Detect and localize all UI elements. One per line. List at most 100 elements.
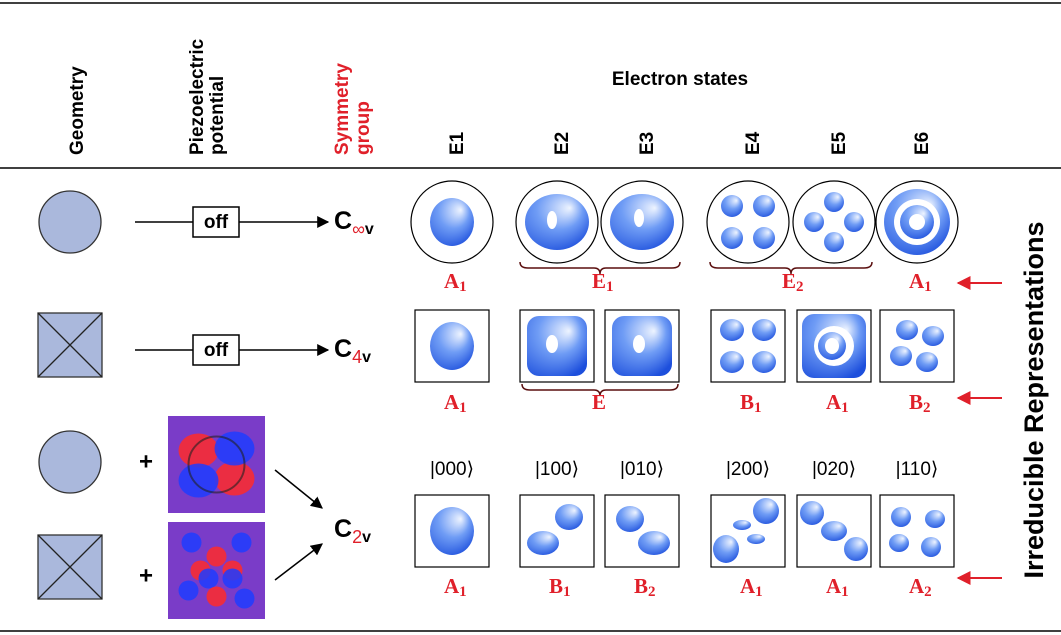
irrep-letter: A bbox=[909, 574, 925, 598]
switch-box bbox=[192, 334, 240, 366]
header-electron-states: Electron states bbox=[612, 69, 748, 90]
wavefunction bbox=[890, 346, 912, 366]
plus-sign: + bbox=[139, 448, 153, 475]
geometry-diagonals bbox=[37, 534, 103, 600]
group-order: 2 bbox=[352, 527, 362, 547]
irrep-label: A1 bbox=[909, 269, 932, 296]
piezo-lobe bbox=[206, 546, 227, 567]
wavefunction bbox=[824, 192, 844, 212]
wavefunction bbox=[925, 510, 945, 528]
header-state: E4 bbox=[743, 131, 764, 155]
wavefunction bbox=[753, 195, 775, 217]
header-symmetry: Symmetry bbox=[332, 63, 353, 155]
group-suffix: v bbox=[362, 529, 371, 546]
irrep-label: A1 bbox=[444, 574, 467, 601]
wavefunction bbox=[891, 507, 911, 527]
wavefunction bbox=[430, 322, 474, 370]
irrep-subscript: 1 bbox=[459, 400, 467, 416]
piezo-lobe bbox=[231, 532, 252, 553]
irrep-subscript: 1 bbox=[459, 584, 467, 600]
irrep-label: A2 bbox=[909, 574, 932, 601]
group-letter: C bbox=[334, 335, 352, 363]
wavefunction bbox=[752, 319, 776, 341]
irrep-letter: A bbox=[444, 269, 460, 293]
irrep-subscript: 1 bbox=[755, 584, 763, 600]
header-state: E5 bbox=[829, 131, 850, 155]
wavefunction bbox=[638, 531, 670, 555]
wavefunction-hole bbox=[825, 338, 839, 354]
irrep-letter: A bbox=[444, 390, 460, 414]
header-piezo: Piezoelectric bbox=[187, 38, 208, 155]
header-piezo: potential bbox=[207, 76, 228, 155]
irrep-letter: E bbox=[782, 269, 796, 293]
state-ket: |000⟩ bbox=[430, 459, 474, 480]
header-state: E6 bbox=[912, 132, 933, 155]
switch-label: off bbox=[204, 212, 229, 233]
group-suffix: v bbox=[362, 349, 371, 366]
irrep-label: A1 bbox=[826, 574, 849, 601]
wavefunction-hole bbox=[634, 209, 644, 227]
irrep-subscript: 2 bbox=[648, 584, 656, 600]
piezo-lobe bbox=[222, 568, 243, 589]
wavefunction bbox=[747, 534, 765, 544]
state-ket: |020⟩ bbox=[812, 459, 856, 480]
wavefunction-hole bbox=[547, 211, 557, 229]
geometry-diagonals bbox=[37, 312, 103, 378]
wavefunction bbox=[824, 232, 844, 252]
wavefunction bbox=[821, 521, 847, 541]
wavefunction bbox=[720, 351, 744, 373]
header-state: E2 bbox=[552, 132, 573, 155]
irrep-label: B2 bbox=[634, 574, 656, 601]
wavefunction bbox=[527, 531, 559, 555]
irrep-letter: A bbox=[909, 269, 925, 293]
wavefunction bbox=[889, 534, 909, 552]
wavefunction bbox=[753, 498, 779, 524]
wavefunction bbox=[733, 520, 751, 530]
state-frame bbox=[879, 309, 955, 383]
irrep-letter: B bbox=[740, 390, 754, 414]
switch-box bbox=[192, 206, 240, 238]
piezo-lobe bbox=[181, 532, 202, 553]
header-geometry: Geometry bbox=[67, 66, 88, 155]
irrep-label: A1 bbox=[444, 269, 467, 296]
irrep-letter: B bbox=[634, 574, 648, 598]
header-symmetry: group bbox=[353, 101, 374, 155]
group-order: 4 bbox=[352, 347, 362, 367]
geometry-circle bbox=[38, 430, 102, 494]
wavefunction bbox=[921, 537, 941, 557]
piezo-lobe bbox=[214, 461, 255, 496]
brace bbox=[519, 261, 681, 275]
brace bbox=[521, 383, 679, 397]
irrep-letter: A bbox=[444, 574, 460, 598]
brace bbox=[709, 261, 873, 275]
wavefunction bbox=[721, 195, 743, 217]
wavefunction bbox=[525, 194, 589, 250]
wavefunction bbox=[916, 352, 938, 372]
wavefunction bbox=[616, 506, 644, 532]
irrep-label: E1 bbox=[592, 269, 614, 296]
irrep-label: E2 bbox=[782, 269, 804, 296]
wavefunction bbox=[720, 319, 744, 341]
wavefunction-hole bbox=[909, 214, 925, 230]
wavefunction bbox=[713, 535, 739, 563]
symmetry-group: C4v bbox=[334, 335, 371, 367]
wavefunction bbox=[922, 326, 944, 346]
state-frame bbox=[519, 494, 595, 568]
irrep-letter: B bbox=[909, 390, 923, 414]
irrep-label: A1 bbox=[826, 390, 849, 417]
piezo-lobe bbox=[178, 580, 199, 601]
state-ket: |100⟩ bbox=[535, 459, 579, 480]
irrep-letter: B bbox=[549, 574, 563, 598]
symmetry-group: C∞v bbox=[334, 207, 374, 239]
irrep-letter: E bbox=[592, 269, 606, 293]
irrep-label: A1 bbox=[740, 574, 763, 601]
irrep-subscript: 1 bbox=[459, 279, 467, 295]
irrep-subscript: 1 bbox=[924, 279, 932, 295]
state-ket: |110⟩ bbox=[896, 459, 939, 480]
switch-label: off bbox=[204, 340, 229, 361]
irrep-subscript: 2 bbox=[796, 279, 804, 295]
wavefunction bbox=[800, 501, 824, 525]
piezo-lobe bbox=[178, 433, 219, 468]
wavefunction bbox=[752, 351, 776, 373]
